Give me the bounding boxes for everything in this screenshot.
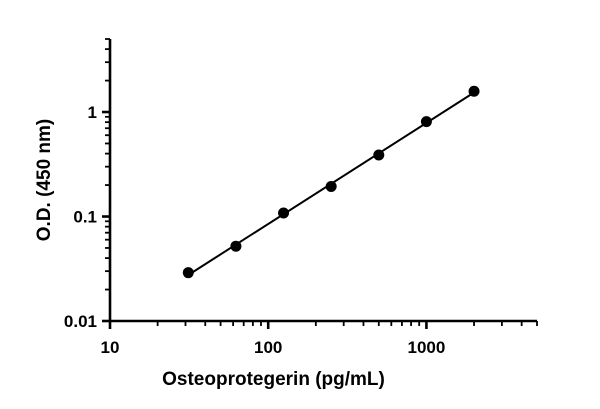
data-point: [468, 85, 480, 97]
data-point: [278, 207, 290, 219]
data-point: [230, 240, 242, 252]
data-point: [420, 116, 432, 128]
y-tick-label: 0.01: [64, 312, 97, 331]
x-tick-label: 100: [254, 338, 282, 357]
x-tick-label: 10: [101, 338, 120, 357]
tick-marks: [102, 38, 538, 329]
tick-labels: 10 100 1000 0.01 0.1 1: [64, 103, 445, 357]
x-tick-label: 1000: [408, 338, 446, 357]
y-axis-title: O.D. (450 nm): [34, 119, 55, 241]
y-tick-label: 1: [88, 103, 97, 122]
data-point: [373, 149, 385, 161]
y-tick-label: 0.1: [73, 208, 97, 227]
x-axis-title: Osteoprotegerin (pg/mL): [162, 369, 385, 390]
axes: [108, 39, 537, 323]
data-points: [182, 85, 480, 279]
data-point: [325, 180, 337, 192]
data-point: [182, 267, 194, 279]
